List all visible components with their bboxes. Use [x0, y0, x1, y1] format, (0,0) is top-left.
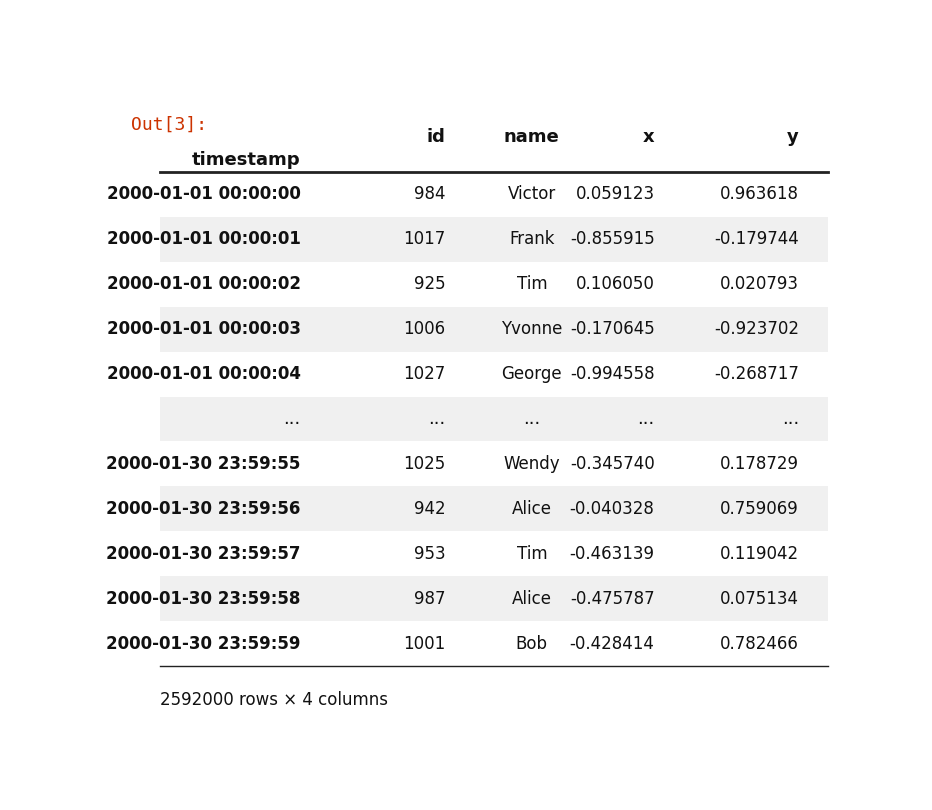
- Text: 2000-01-01 00:00:01: 2000-01-01 00:00:01: [107, 230, 301, 249]
- Text: 987: 987: [414, 590, 445, 608]
- Text: 2000-01-01 00:00:00: 2000-01-01 00:00:00: [107, 185, 301, 203]
- Text: Alice: Alice: [512, 500, 552, 518]
- Text: 0.075134: 0.075134: [720, 590, 799, 608]
- Text: -0.475787: -0.475787: [570, 590, 654, 608]
- Text: -0.463139: -0.463139: [569, 545, 654, 563]
- Text: -0.994558: -0.994558: [570, 365, 654, 383]
- Text: Tim: Tim: [516, 275, 547, 293]
- Text: 0.059123: 0.059123: [575, 185, 654, 203]
- Bar: [160, 217, 828, 262]
- Text: Alice: Alice: [512, 590, 552, 608]
- Text: ...: ...: [637, 410, 654, 428]
- Text: ...: ...: [428, 410, 445, 428]
- Text: 1001: 1001: [403, 634, 445, 653]
- Text: 2000-01-30 23:59:58: 2000-01-30 23:59:58: [106, 590, 301, 608]
- Text: 953: 953: [414, 545, 445, 563]
- Text: 1025: 1025: [403, 455, 445, 473]
- Text: id: id: [426, 129, 445, 147]
- Bar: [160, 397, 828, 441]
- Text: George: George: [501, 365, 562, 383]
- Text: 0.178729: 0.178729: [720, 455, 799, 473]
- Text: Tim: Tim: [516, 545, 547, 563]
- Bar: [160, 576, 828, 621]
- Text: -0.345740: -0.345740: [569, 455, 654, 473]
- Text: 1006: 1006: [403, 320, 445, 339]
- Text: 2000-01-30 23:59:59: 2000-01-30 23:59:59: [106, 634, 301, 653]
- Bar: [160, 307, 828, 352]
- Text: 2592000 rows × 4 columns: 2592000 rows × 4 columns: [160, 691, 388, 709]
- Text: Out[3]:: Out[3]:: [130, 116, 207, 134]
- Text: timestamp: timestamp: [192, 151, 301, 169]
- Text: 925: 925: [414, 275, 445, 293]
- Text: -0.923702: -0.923702: [714, 320, 799, 339]
- Text: 0.782466: 0.782466: [720, 634, 799, 653]
- Text: Bob: Bob: [515, 634, 548, 653]
- Text: 2000-01-01 00:00:04: 2000-01-01 00:00:04: [106, 365, 301, 383]
- Text: 0.759069: 0.759069: [720, 500, 799, 518]
- Text: Frank: Frank: [509, 230, 555, 249]
- Text: ...: ...: [782, 410, 799, 428]
- Text: Victor: Victor: [508, 185, 556, 203]
- Text: name: name: [504, 129, 560, 147]
- Text: 2000-01-30 23:59:55: 2000-01-30 23:59:55: [106, 455, 301, 473]
- Text: 942: 942: [414, 500, 445, 518]
- Text: -0.268717: -0.268717: [714, 365, 799, 383]
- Text: 1017: 1017: [403, 230, 445, 249]
- Bar: [160, 486, 828, 531]
- Text: 984: 984: [414, 185, 445, 203]
- Text: ...: ...: [523, 410, 541, 428]
- Text: -0.179744: -0.179744: [714, 230, 799, 249]
- Text: 0.963618: 0.963618: [720, 185, 799, 203]
- Text: -0.855915: -0.855915: [569, 230, 654, 249]
- Text: x: x: [643, 129, 654, 147]
- Text: 0.020793: 0.020793: [720, 275, 799, 293]
- Text: 1027: 1027: [403, 365, 445, 383]
- Text: 0.119042: 0.119042: [720, 545, 799, 563]
- Text: Yvonne: Yvonne: [501, 320, 563, 339]
- Text: -0.040328: -0.040328: [569, 500, 654, 518]
- Text: -0.428414: -0.428414: [569, 634, 654, 653]
- Text: 0.106050: 0.106050: [576, 275, 654, 293]
- Text: 2000-01-30 23:59:56: 2000-01-30 23:59:56: [106, 500, 301, 518]
- Text: -0.170645: -0.170645: [569, 320, 654, 339]
- Text: Wendy: Wendy: [503, 455, 560, 473]
- Text: 2000-01-01 00:00:03: 2000-01-01 00:00:03: [106, 320, 301, 339]
- Text: 2000-01-30 23:59:57: 2000-01-30 23:59:57: [106, 545, 301, 563]
- Text: ...: ...: [283, 410, 301, 428]
- Text: y: y: [788, 129, 799, 147]
- Text: 2000-01-01 00:00:02: 2000-01-01 00:00:02: [106, 275, 301, 293]
